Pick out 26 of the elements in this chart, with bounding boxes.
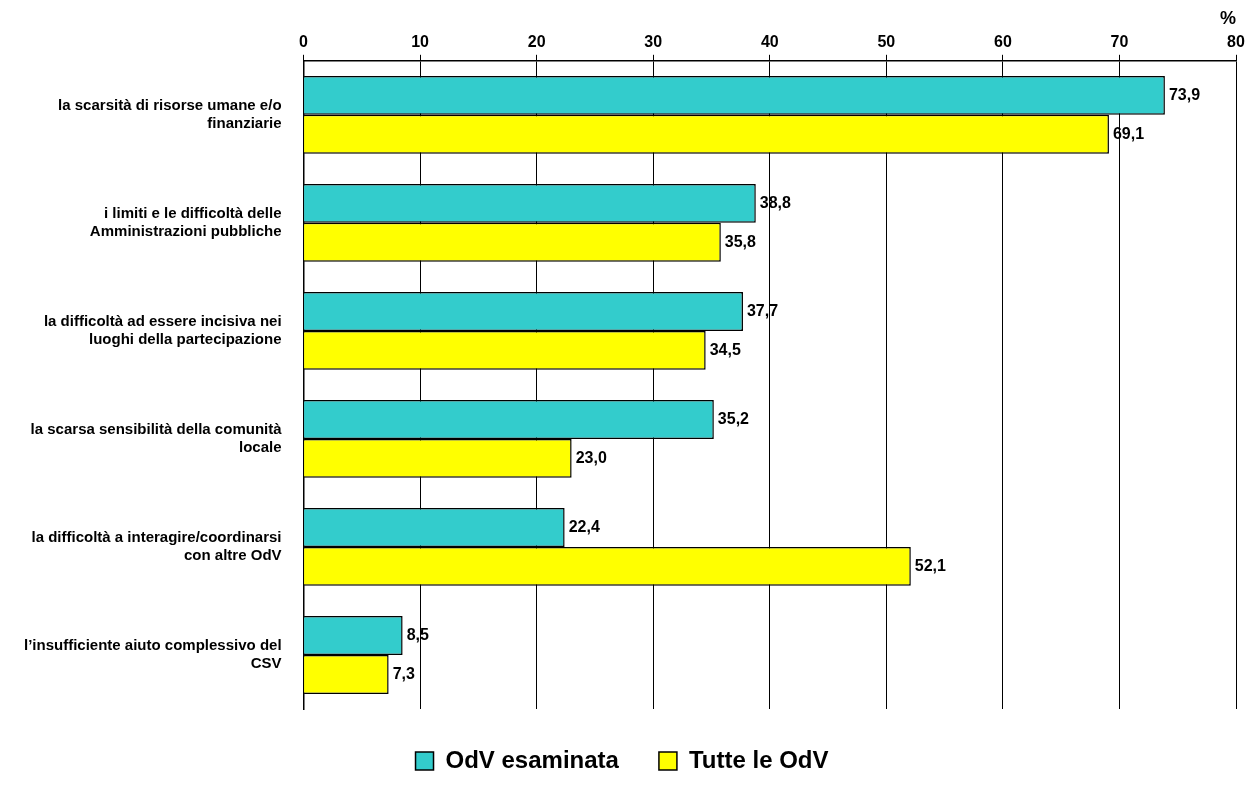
x-tick-label: 30 [644,32,663,50]
y-tick-label: la difficoltà a interagire/coordinarsi con altre OdV [31,528,282,564]
data-label: 35,8 [724,232,757,250]
data-label: 22,4 [568,517,600,535]
x-tick-label: 0 [299,32,309,50]
y-tick-label: l’insufficiente aiuto complessivo del CSV [23,636,282,672]
data-label: 35,2 [717,409,750,427]
data-label: 73,9 [1168,85,1201,103]
x-tick-label: 20 [527,32,546,50]
legend-label: Tutte le OdV [688,745,829,773]
x-tick-label: 80 [1227,32,1245,50]
data-label: 23,0 [575,448,607,466]
data-label: 34,5 [709,340,741,358]
legend-label: OdV esaminata [445,745,620,773]
x-tick-label: 70 [1110,32,1129,50]
y-tick-label: la scarsa sensibilità della comunità locale [30,420,283,456]
y-tick-label: la difficoltà ad essere incisiva nei luoghi della partecipazione [43,312,282,348]
y-tick-label: la scarsità di risorse umane e/o finanziarie [58,95,282,131]
data-label: 52,1 [914,556,947,574]
x-tick-label: 60 [993,32,1012,50]
data-label: 7,3 [392,664,415,682]
x-tick-label: 50 [877,32,896,50]
x-axis-title: % [1219,7,1236,28]
x-tick-label: 10 [411,32,430,50]
y-tick-label: i limiti e le difficoltà delle Amministrazioni pubbliche [89,203,282,239]
x-tick-label: 40 [760,32,779,50]
